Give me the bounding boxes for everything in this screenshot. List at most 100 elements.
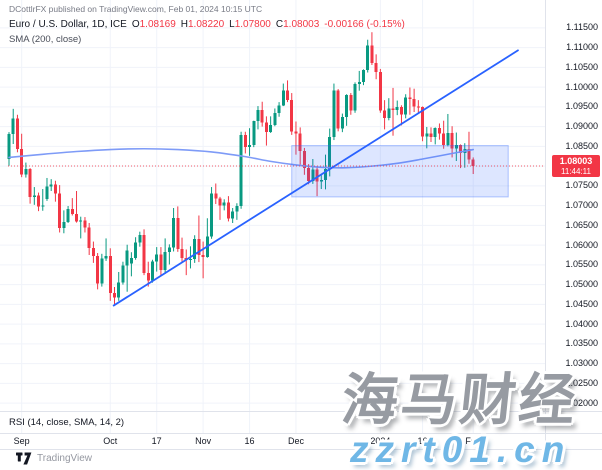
bar-close-countdown: 11:44:11 — [561, 167, 591, 176]
price-tick-label: 1.02000 — [565, 397, 598, 408]
candle-body — [142, 235, 146, 274]
candle-body — [399, 106, 403, 115]
symbol-legend: Euro / U.S. Dollar, 1D, ICE O1.08169 H1.08… — [9, 19, 405, 30]
candle-body — [429, 133, 433, 137]
candle-body — [315, 169, 319, 182]
tradingview-attribution[interactable]: TradingView — [16, 452, 92, 465]
lightning-icon: ⚡ — [465, 397, 475, 406]
candle-body — [172, 217, 176, 248]
price-tick-label: 1.03000 — [565, 358, 598, 369]
candle-body — [454, 144, 458, 149]
watermark-cjk: 海马财经 — [338, 368, 582, 431]
candle-body — [366, 45, 370, 71]
candle-body — [324, 168, 327, 180]
watermark-url: zzrt01.cn — [350, 429, 572, 470]
current-price-label: 1.08003 11:44:11 — [552, 155, 600, 177]
candle-body — [446, 132, 450, 146]
candle-body — [222, 202, 226, 206]
ohlc-value: 1.08169 — [139, 19, 176, 30]
candle-body — [345, 95, 349, 118]
price-tick-label: 1.09000 — [565, 121, 598, 132]
candle-body — [467, 149, 471, 160]
event-marker-icon[interactable]: ⚡ — [461, 393, 477, 409]
candle-body — [167, 247, 171, 253]
candle-body — [412, 98, 416, 107]
candle-body — [361, 70, 365, 82]
candle-body — [437, 127, 441, 134]
candle-body — [416, 106, 420, 108]
candle-body — [328, 136, 332, 169]
price-tick-label: 1.02500 — [565, 377, 598, 388]
candle-body — [311, 169, 315, 182]
price-tick-label: 1.04000 — [565, 318, 598, 329]
candle-body — [378, 72, 382, 111]
symbol-title: Euro / U.S. Dollar, 1D, ICE — [9, 19, 127, 30]
sma-indicator-legend: SMA (200, close) — [9, 34, 82, 45]
candle-body — [214, 193, 218, 199]
candle-body — [383, 110, 387, 118]
candle-body — [117, 282, 121, 298]
current-price-value: 1.08003 — [559, 156, 593, 166]
price-tick-label: 1.06500 — [565, 219, 598, 230]
candle-body — [104, 255, 108, 259]
publish-info: DCottlrFX published on TradingView.com, … — [9, 4, 263, 14]
candle-body — [374, 63, 378, 73]
support-zone — [291, 145, 509, 198]
candle-body — [218, 198, 222, 206]
price-tick-label: 1.11500 — [566, 22, 598, 33]
candle-body — [159, 254, 163, 271]
candle-body — [87, 227, 91, 248]
candle-body — [155, 254, 159, 262]
candle-body — [264, 122, 268, 133]
candle-body — [100, 258, 104, 284]
candle-body — [176, 217, 180, 250]
ohlc-value: 1.08220 — [188, 19, 225, 30]
ohlc-values: O1.08169 H1.08220 L1.07800 C1.08003 — [127, 19, 319, 30]
candle-body — [332, 90, 336, 137]
candle-body — [108, 255, 112, 293]
price-tick-label: 1.04500 — [565, 298, 598, 309]
sma-line — [8, 147, 474, 169]
candle-body — [134, 242, 138, 259]
ohlc-value: 1.08003 — [283, 19, 320, 30]
candle-body — [387, 108, 391, 118]
candle-body — [11, 118, 15, 135]
candle-body — [96, 256, 100, 284]
candle-body — [442, 133, 446, 146]
candle-body — [273, 112, 277, 126]
candle-body — [404, 97, 408, 115]
candle-body — [129, 258, 133, 264]
ohlc-key: C — [275, 19, 284, 30]
candle-body — [146, 273, 150, 281]
candle-body — [41, 205, 45, 207]
candle-body — [62, 222, 66, 229]
candle-body — [58, 193, 62, 229]
candle-body — [231, 211, 235, 219]
candle-body — [239, 134, 243, 207]
candle-body — [357, 81, 361, 84]
candle-body — [340, 117, 344, 129]
candle-body — [113, 292, 116, 298]
candle-body — [15, 118, 19, 150]
candle-body — [433, 127, 437, 137]
candle-body — [425, 133, 429, 137]
price-tick-label: 1.05500 — [565, 259, 598, 270]
price-tick-label: 1.09500 — [565, 101, 598, 112]
candle-body — [121, 265, 125, 283]
rsi-indicator-legend: RSI (14, close, SMA, 14, 2) — [9, 417, 125, 428]
candle-body — [298, 133, 302, 152]
price-tick-label: 1.06000 — [565, 239, 598, 250]
candle-body — [150, 261, 154, 281]
candle-body — [286, 90, 290, 100]
tradingview-brand-text: TradingView — [37, 453, 93, 464]
tradingview-logo-icon — [16, 452, 32, 465]
candle-body — [421, 106, 425, 137]
notification-dot — [472, 393, 477, 398]
candle-body — [395, 106, 399, 111]
price-tick-label: 1.08500 — [565, 140, 598, 151]
price-tick-label: 1.11000 — [566, 42, 598, 53]
candle-body — [302, 151, 306, 169]
candle-body — [319, 179, 323, 182]
